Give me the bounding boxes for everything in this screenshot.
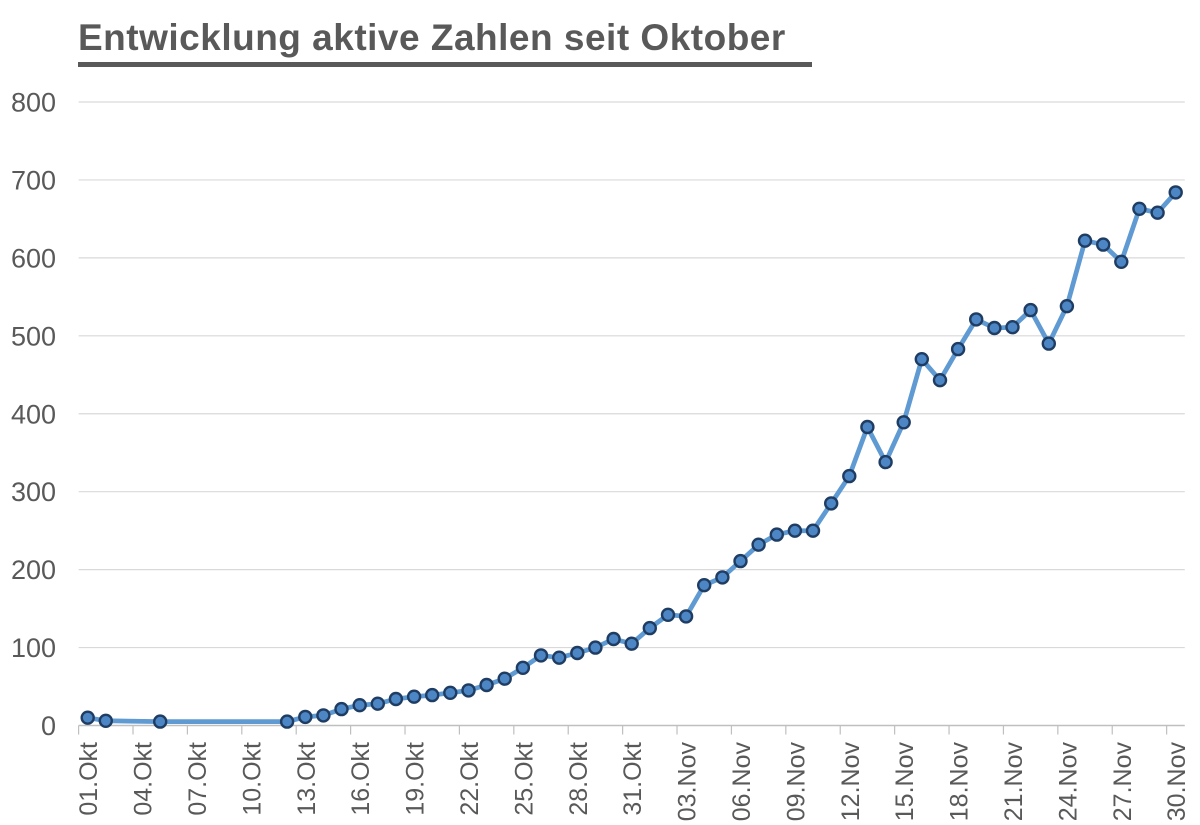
data-point-28.Nov [1132,201,1147,217]
x-axis-label: 22.Okt [456,742,484,816]
data-point-15.Nov [896,415,911,430]
x-axis-label: 07.Okt [184,742,212,816]
data-point-04.Nov [697,578,712,593]
data-point-01.Okt [80,710,95,725]
data-point-29.Okt [588,640,603,655]
x-axis-label: 09.Nov [782,742,810,822]
chart-title: Entwicklung aktive Zahlen seit Oktober [78,17,812,67]
y-axis-label: 400 [11,399,56,429]
data-point-02.Okt [98,713,114,728]
data-point-06.Nov [733,553,748,569]
data-point-01.Nov [642,620,657,636]
data-point-21.Okt [443,685,458,700]
data-point-20.Okt [425,687,440,703]
data-point-18.Nov [950,341,966,357]
y-axis-label: 100 [11,633,56,663]
data-point-30.Okt [606,631,621,647]
data-point-22.Okt [461,683,476,698]
data-point-19.Nov [969,312,984,327]
data-point-19.Okt [406,689,422,704]
y-axis-label: 700 [11,165,56,195]
data-point-14.Nov [878,454,893,470]
data-point-30.Nov [1168,185,1183,200]
x-axis-label: 15.Nov [891,742,919,822]
x-axis-labels: 01.Okt 04.Okt 07.Okt 10.Okt 13.Okt 16.Okt 19.O… [75,742,1191,822]
data-point-14.Okt [316,708,331,723]
y-axis-label: 600 [11,243,56,273]
data-point-27.Okt [552,650,567,665]
y-axis-labels: 0 100 200 300 400 500 600 700 800 [11,88,56,742]
data-point-24.Nov [1059,299,1075,314]
x-axis-label: 19.Okt [402,742,430,816]
data-point-22.Nov [1023,302,1038,318]
data-point-13.Nov [860,419,875,435]
data-point-26.Nov [1095,237,1111,252]
x-axis-label: 06.Nov [728,742,756,822]
x-axis-label: 30.Nov [1163,742,1191,822]
x-axis-label: 10.Okt [238,742,266,816]
data-point-20.Nov [987,320,1002,336]
data-point-24.Okt [497,671,512,686]
data-point-13.Okt [298,709,313,725]
data-point-15.Okt [334,701,349,717]
x-axis-label: 24.Nov [1054,742,1082,822]
data-point-31.Okt [624,636,639,651]
y-axis-label: 200 [11,555,56,585]
x-axis-label: 18.Nov [946,742,974,822]
data-point-11.Nov [824,496,839,511]
x-axis-label: 25.Okt [510,742,538,816]
data-point-25.Nov [1077,233,1093,248]
x-axis-label: 27.Nov [1109,742,1137,822]
x-axis-ticks [77,725,1168,735]
data-point-markers [80,185,1183,729]
data-point-21.Nov [1005,320,1020,335]
data-point-16.Nov [914,352,929,367]
data-point-05.Nov [715,570,730,585]
data-point-08.Nov [769,527,784,542]
data-point-05.Okt [152,714,168,729]
data-point-12.Okt [279,714,295,729]
x-axis-label: 21.Nov [1000,742,1028,822]
data-point-25.Okt [515,660,531,675]
y-axis-label: 800 [11,88,56,118]
x-axis-label: 03.Nov [674,742,702,822]
y-axis-label: 300 [11,477,56,507]
data-point-16.Okt [352,698,367,713]
x-axis-label: 04.Okt [130,742,158,816]
x-axis-label: 12.Nov [837,742,865,822]
data-point-26.Okt [533,648,549,663]
data-point-12.Nov [842,468,857,484]
data-point-23.Nov [1041,336,1057,351]
y-axis-label: 0 [41,711,56,741]
data-point-23.Okt [479,677,494,693]
data-point-27.Nov [1114,254,1129,269]
x-axis-label: 13.Okt [293,742,321,816]
data-point-07.Nov [751,537,766,552]
data-point-18.Okt [388,691,404,707]
data-point-17.Okt [370,696,385,711]
gridlines [78,101,1185,649]
x-axis-label: 31.Okt [619,742,647,816]
data-point-17.Nov [932,373,948,388]
y-axis-label: 500 [11,321,56,351]
x-axis-label: 28.Okt [565,742,593,816]
x-axis-label: 16.Okt [347,742,375,816]
data-point-29.Nov [1150,205,1165,220]
data-point-09.Nov [787,523,803,538]
data-point-10.Nov [805,523,821,538]
x-axis-label: 01.Okt [75,742,103,816]
data-point-03.Nov [678,609,694,624]
data-point-28.Okt [570,645,585,661]
data-point-02.Nov [660,607,676,622]
